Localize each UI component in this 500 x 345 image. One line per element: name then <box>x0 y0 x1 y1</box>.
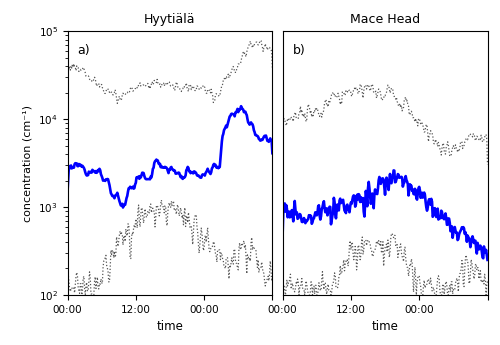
Title: Mace Head: Mace Head <box>350 13 420 26</box>
Text: a): a) <box>78 44 90 57</box>
X-axis label: time: time <box>372 320 398 333</box>
X-axis label: time: time <box>156 320 184 333</box>
Text: b): b) <box>293 44 306 57</box>
Y-axis label: concentration (cm⁻¹): concentration (cm⁻¹) <box>22 105 32 221</box>
Title: Hyytiälä: Hyytiälä <box>144 13 196 26</box>
